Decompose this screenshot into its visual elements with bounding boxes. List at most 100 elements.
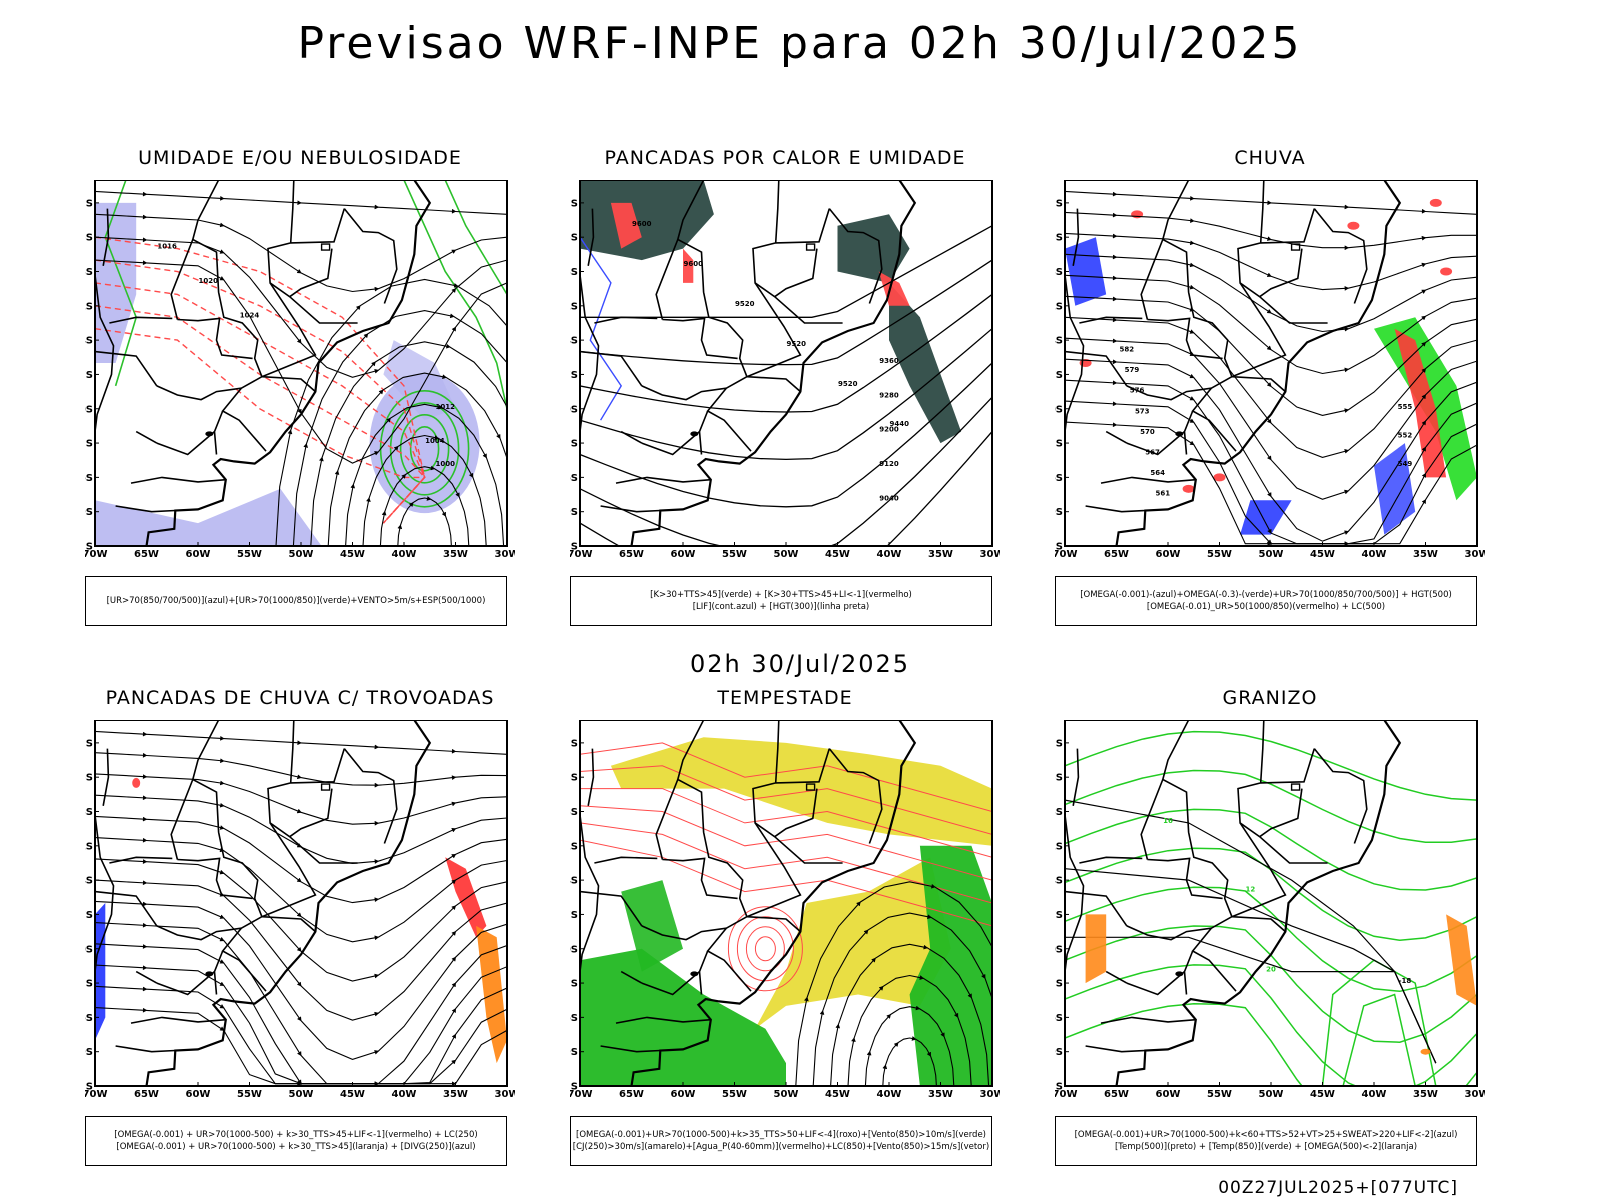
contour-label: 9440 [890, 420, 910, 428]
contour-label: 9520 [787, 340, 807, 348]
panel-title: TEMPESTADE [717, 687, 853, 709]
hgt300-contour [580, 225, 992, 318]
coastline [630, 720, 917, 1086]
lat-tick-label: 27S [570, 370, 578, 381]
humidity-contour-green [409, 425, 440, 472]
map-frame [94, 720, 508, 1087]
country-border [775, 748, 831, 784]
streamline-arrow [451, 1033, 456, 1039]
country-border [261, 375, 316, 393]
streamline-arrow [1421, 341, 1427, 347]
contour-label: 20 [1266, 966, 1276, 974]
omega-area-orange [1420, 1048, 1431, 1055]
streamline-arrow [923, 944, 929, 950]
streamline-arrow [374, 1081, 380, 1086]
lat-tick-label: 42S [1055, 1082, 1063, 1093]
lat-tick-label: 15S [1055, 233, 1063, 244]
streamline-arrow [1421, 235, 1427, 241]
country-border [156, 925, 242, 941]
country-border [1105, 970, 1128, 984]
contour-label: 9040 [879, 494, 899, 502]
streamline-arrow [142, 214, 148, 220]
humidity-contour-green [444, 180, 507, 295]
lat-tick-label: 30S [570, 404, 578, 415]
streamline-arrow [219, 249, 225, 254]
country-border [600, 505, 661, 513]
streamline-arrow [451, 775, 457, 780]
streamline-arrow [442, 374, 447, 379]
lat-tick-label: 39S [570, 1047, 578, 1058]
lake-mark [1175, 971, 1184, 977]
country-border [1259, 788, 1303, 838]
country-border [109, 856, 173, 864]
omega-area-orange [1446, 914, 1477, 1006]
rain-area-blue [1374, 443, 1416, 535]
storm-area-red [132, 777, 141, 788]
streamline-arrow [374, 935, 380, 941]
contour-label: 9520 [838, 380, 858, 388]
coastline [145, 180, 432, 546]
lat-tick-label: 30S [85, 944, 93, 955]
legend-line-1: [OMEGA(-0.001)-(azul)+OMEGA(-0.3)-(verde… [1080, 590, 1452, 600]
coastline [1115, 720, 1402, 1086]
streamline-arrow [142, 731, 148, 737]
lat-tick-label: 39S [1055, 507, 1063, 518]
lon-tick-label: 40W [392, 1089, 417, 1100]
lat-tick-label: 21S [570, 841, 578, 852]
coastline [145, 720, 432, 1086]
map-content [580, 720, 992, 1086]
streamline-arrow [1189, 240, 1195, 246]
lat-tick-label: 27S [1055, 910, 1063, 921]
streamline-arrow [297, 981, 302, 987]
streamline-arrow [911, 1036, 917, 1041]
streamline [1065, 232, 1477, 291]
hgt300-contour [580, 431, 992, 546]
panel-title: CHUVA [1234, 147, 1306, 169]
lon-tick-label: 65W [134, 549, 159, 560]
country-border [641, 925, 727, 941]
lc850-contour-red [580, 805, 992, 881]
streamline-arrow [401, 473, 406, 479]
lon-tick-label: 30W [980, 1089, 1000, 1100]
lc850-contour-red [754, 936, 776, 962]
wind-area-green [580, 948, 786, 1086]
lat-tick-label: 42S [570, 542, 578, 553]
map-tempestade: 12S 15S 18S 21S 24S 27S 30S 33S 36S 39S 42S70W 65W 6… [570, 720, 1000, 1100]
lon-tick-label: 45W [1310, 1089, 1335, 1100]
lat-tick-label: 42S [85, 1082, 93, 1093]
map-content: -18 12 16 20 [1065, 720, 1477, 1086]
country-border [1085, 1045, 1146, 1053]
rain-area-red [1347, 221, 1360, 230]
streamline-arrow [804, 996, 809, 1002]
lon-tick-label: 45W [1310, 549, 1335, 560]
streamline-arrow [856, 901, 861, 907]
country-border [587, 748, 595, 806]
convection-area-red [878, 271, 910, 306]
lat-tick-label: 36S [85, 1013, 93, 1024]
contour-label: 570 [1140, 428, 1155, 436]
streamline-arrow [1344, 530, 1350, 535]
streamline-arrow [219, 758, 225, 763]
lon-tick-label: 30W [980, 549, 1000, 560]
legend-line-2: [Temp(500)](preto) + [Temp(850)](verde) … [1114, 1142, 1418, 1152]
lat-tick-label: 33S [570, 979, 578, 990]
streamline-arrow [378, 389, 384, 395]
streamline-arrow [1421, 208, 1427, 214]
country-border [641, 970, 701, 996]
contour-label: 1000 [435, 460, 455, 468]
streamline-arrow [1112, 359, 1118, 365]
df-marker [320, 243, 331, 251]
df-marker [1290, 243, 1301, 251]
jet-area-yellow [755, 857, 951, 1029]
lat-tick-label: 18S [85, 267, 93, 278]
streamline-arrow [438, 404, 444, 410]
country-border [1161, 180, 1237, 452]
legend-line-1: [OMEGA(-0.001)+UR>70(1000-500)+k>35_TTS>… [576, 1130, 986, 1140]
streamline-arrow [296, 808, 302, 814]
country-border [109, 316, 173, 324]
lon-tick-label: 55W [1207, 1089, 1232, 1100]
streamline-arrow [1267, 529, 1272, 534]
streamline-arrow [142, 880, 148, 886]
streamline-arrow [142, 965, 148, 971]
streamline-arrow [919, 975, 925, 980]
